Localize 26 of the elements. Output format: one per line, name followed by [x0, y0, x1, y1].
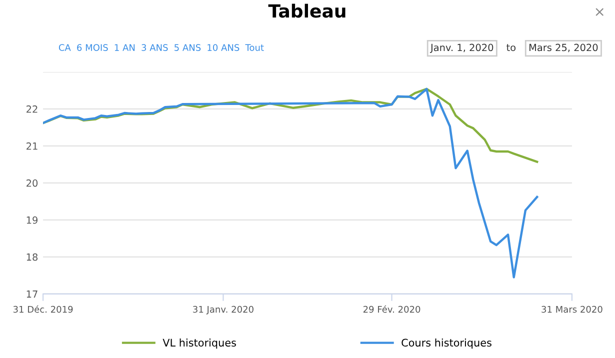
y-tick-label: 19 — [26, 216, 38, 224]
y-tick-label: 18 — [26, 253, 38, 261]
x-tick-label: 31 Déc. 2019 — [13, 305, 73, 313]
line-series — [43, 88, 538, 163]
y-tick-label: 21 — [26, 142, 38, 150]
text: Tout — [245, 44, 264, 51]
x-tick-label: 31 Mars 2020 — [542, 306, 602, 313]
text: 1 AN — [114, 44, 135, 51]
legend-label: Cours historiques — [402, 338, 492, 349]
text: 6 MOIS — [77, 44, 108, 51]
text: Janv. 1, 2020 — [430, 44, 494, 53]
text: Mars 25, 2020 — [529, 44, 598, 52]
y-tick-label: 17 — [26, 290, 38, 298]
text: 10 ANS — [208, 44, 240, 51]
text: 3 ANS — [142, 44, 168, 51]
text: 5 ANS — [174, 44, 201, 51]
text: × — [596, 8, 604, 16]
line-series — [43, 88, 538, 278]
text: CA — [58, 44, 71, 51]
y-tick-label: 20 — [26, 179, 38, 187]
legend-label: VL historiques — [162, 338, 236, 349]
x-tick-label: 31 Janv. 2020 — [193, 306, 254, 314]
x-tick-label: 29 Fév. 2020 — [363, 305, 420, 313]
text: to — [506, 44, 516, 52]
chart-title: Tableau — [268, 4, 346, 18]
y-tick-label: 22 — [26, 105, 38, 113]
